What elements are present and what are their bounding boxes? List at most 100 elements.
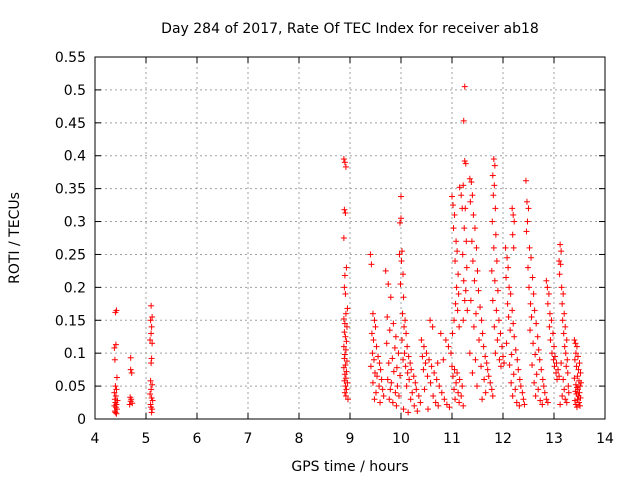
data-point <box>511 333 518 340</box>
data-point <box>401 323 408 330</box>
data-point <box>470 211 477 218</box>
data-point <box>403 330 410 337</box>
data-point <box>462 287 469 294</box>
data-point <box>396 251 403 258</box>
data-point <box>573 343 580 350</box>
data-point <box>412 379 419 386</box>
data-point <box>476 337 483 344</box>
data-point <box>399 310 406 317</box>
data-point <box>376 383 383 390</box>
data-point <box>149 406 156 413</box>
data-point <box>440 356 447 363</box>
data-point <box>489 297 496 304</box>
data-point <box>541 389 548 396</box>
x-tick-label: 5 <box>142 431 151 447</box>
data-point <box>529 274 536 281</box>
data-point <box>127 354 134 361</box>
data-point <box>461 83 468 90</box>
data-point <box>438 389 445 396</box>
data-point <box>388 379 395 386</box>
data-point <box>563 337 570 344</box>
data-point <box>460 182 467 189</box>
data-point <box>436 383 443 390</box>
data-point <box>341 206 348 213</box>
data-point <box>505 313 512 320</box>
data-point <box>456 376 463 383</box>
data-point <box>473 383 480 390</box>
x-tick-label: 9 <box>346 431 355 447</box>
data-point <box>490 192 497 199</box>
data-point <box>551 343 557 350</box>
data-point <box>398 193 404 200</box>
data-point <box>530 290 537 297</box>
data-point <box>384 313 391 320</box>
data-point <box>467 297 474 304</box>
data-point <box>148 355 155 362</box>
data-point <box>493 258 500 265</box>
data-point <box>396 372 403 379</box>
data-point <box>491 323 498 330</box>
data-point <box>429 323 436 330</box>
data-point <box>393 402 400 409</box>
data-point <box>450 202 457 209</box>
data-point <box>526 284 533 291</box>
x-tick-label: 11 <box>443 431 461 447</box>
data-point <box>561 343 568 350</box>
data-point <box>510 371 517 378</box>
data-point <box>383 340 390 347</box>
data-point <box>469 369 476 376</box>
data-point <box>368 261 375 268</box>
data-point <box>400 271 407 278</box>
data-point <box>524 218 531 225</box>
data-point <box>147 401 154 408</box>
data-point <box>537 397 544 404</box>
data-point <box>574 396 581 403</box>
data-point <box>571 337 578 344</box>
data-point <box>478 317 485 324</box>
data-point <box>455 271 462 278</box>
data-point <box>455 389 462 396</box>
data-point <box>424 373 431 380</box>
data-point <box>461 225 468 232</box>
data-point <box>149 313 156 320</box>
data-point <box>449 363 455 370</box>
data-point <box>507 290 514 297</box>
data-point <box>510 320 517 327</box>
data-point <box>402 363 409 370</box>
data-point <box>372 323 379 330</box>
data-point <box>474 267 481 274</box>
data-point <box>112 383 119 390</box>
data-point <box>379 386 386 393</box>
data-point <box>571 375 578 382</box>
data-point <box>342 383 349 390</box>
data-point <box>460 277 467 284</box>
data-point <box>112 341 119 348</box>
x-tick-label: 4 <box>91 431 100 447</box>
data-point <box>496 356 503 363</box>
data-point <box>483 360 490 367</box>
data-point <box>505 264 512 271</box>
data-point <box>442 337 449 344</box>
data-point <box>367 363 374 370</box>
data-point <box>420 343 427 350</box>
data-point <box>573 363 580 370</box>
data-point <box>344 379 351 386</box>
data-point <box>432 399 439 406</box>
data-point <box>417 399 424 406</box>
data-point <box>577 402 584 409</box>
data-point <box>390 368 397 375</box>
data-point <box>531 307 538 314</box>
data-point <box>533 320 540 327</box>
data-point <box>548 350 555 357</box>
data-point <box>113 374 120 381</box>
data-point <box>459 251 466 258</box>
data-point <box>574 373 581 380</box>
data-point <box>453 284 460 291</box>
data-point <box>511 218 518 225</box>
data-point <box>148 360 155 367</box>
data-point <box>493 307 500 314</box>
data-point <box>111 344 118 351</box>
data-point <box>556 271 563 278</box>
data-point <box>342 333 349 340</box>
data-point <box>126 401 133 408</box>
